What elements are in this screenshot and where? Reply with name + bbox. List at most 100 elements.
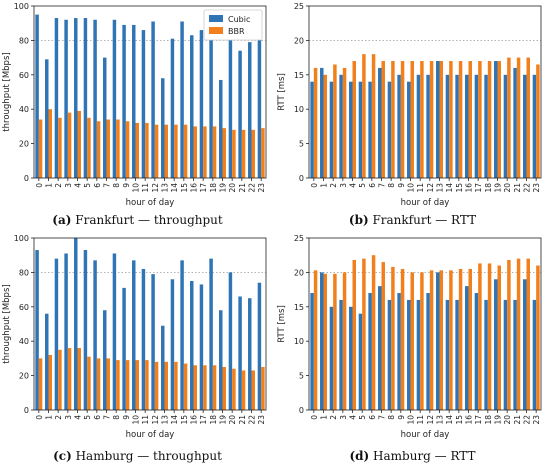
caption-text: Frankfurt — throughput: [75, 213, 223, 227]
y-tick-label: 15: [294, 71, 304, 80]
bar-bbr-h17: [478, 61, 482, 178]
bar-bbr-h20: [507, 260, 511, 410]
x-tick-label: 0: [310, 183, 319, 188]
bar-cubic-h18: [209, 258, 213, 410]
x-tick-label: 12: [151, 415, 160, 425]
y-tick-label: 20: [294, 36, 304, 45]
x-tick-label: 23: [257, 183, 266, 193]
bar-bbr-h12: [429, 270, 434, 410]
x-tick-label: 18: [484, 183, 493, 193]
bar-bbr-h9: [400, 268, 405, 410]
chart-frankfurt-throughput: 0 20 40 60 80 100 0 1 2 3 4 5 6 7 8 9 10 11 12 13 14 15 16 17 18…: [0, 0, 275, 210]
x-tick-label: 16: [190, 183, 199, 193]
bar-cubic-h13: [436, 61, 440, 178]
x-tick-label: 14: [445, 415, 454, 425]
bar-bbr-h10: [410, 61, 414, 178]
x-tick-label: 11: [416, 415, 425, 425]
bar-cubic-h15: [455, 74, 459, 178]
x-tick-label: 5: [83, 415, 92, 420]
bar-cubic-h13: [161, 325, 165, 410]
bar-cubic-h15: [455, 299, 459, 410]
bar-cubic-h17: [474, 293, 479, 410]
x-tick-label: 3: [339, 183, 348, 188]
bar-cubic-h13: [161, 78, 165, 178]
bar-bbr-h16: [193, 126, 197, 178]
bar-bbr-h1: [323, 74, 327, 178]
bar-cubic-h9: [397, 293, 401, 410]
bar-bbr-h2: [58, 117, 62, 178]
bar-cubic-h7: [103, 310, 107, 410]
bar-cubic-h16: [465, 286, 469, 410]
bar-bbr-h12: [154, 361, 159, 410]
x-tick-label: 7: [103, 183, 112, 188]
bar-bbr-h16: [193, 365, 197, 410]
bar-cubic-h1: [320, 272, 324, 410]
bar-cubic-h0: [35, 250, 39, 410]
x-tick-label: 16: [465, 183, 474, 193]
bar-cubic-h23: [257, 36, 262, 179]
bar-cubic-h5: [83, 250, 88, 410]
y-tick-label: 10: [294, 105, 304, 114]
bar-bbr-h8: [116, 360, 120, 410]
caption-letter: (a): [52, 213, 72, 227]
y-tick-label: 20: [19, 140, 29, 149]
x-tick-label: 18: [209, 183, 218, 193]
bar-bbr-h1: [48, 109, 52, 178]
bar-bbr-h23: [261, 367, 265, 410]
x-tick-label: 20: [503, 415, 512, 425]
x-tick-label: 6: [368, 415, 377, 420]
y-tick-label: 100: [14, 234, 29, 243]
x-tick-label: 6: [368, 183, 377, 188]
bar-bbr-h6: [371, 54, 376, 178]
x-tick-label: 21: [238, 183, 247, 193]
bar-cubic-h19: [219, 310, 223, 410]
x-tick-label: 20: [228, 183, 237, 193]
bar-cubic-h8: [387, 299, 392, 410]
bar-bbr-h1: [323, 273, 327, 410]
y-tick-label: 40: [19, 337, 29, 346]
caption-letter: (c): [53, 449, 72, 463]
bar-bbr-h7: [381, 61, 385, 178]
bar-cubic-h23: [532, 74, 537, 178]
x-tick-label: 21: [513, 183, 522, 193]
bar-cubic-h7: [103, 57, 107, 178]
y-tick-label: 25: [294, 2, 304, 11]
x-tick-label: 20: [503, 183, 512, 193]
bar-bbr-h21: [516, 258, 521, 410]
bar-cubic-h17: [199, 284, 204, 410]
bar-bbr-h22: [526, 258, 530, 410]
bar-bbr-h8: [391, 266, 395, 410]
x-tick-label: 13: [161, 415, 170, 425]
bar-bbr-h16: [468, 268, 472, 410]
bar-bbr-h17: [203, 126, 207, 178]
bar-bbr-h11: [145, 360, 149, 410]
x-tick-label: 8: [387, 183, 396, 188]
y-tick-label: 5: [299, 372, 304, 381]
y-tick-label: 80: [19, 36, 29, 45]
bar-cubic-h3: [64, 19, 68, 179]
bar-cubic-h3: [64, 253, 68, 410]
bar-cubic-h11: [416, 74, 421, 178]
bar-bbr-h15: [183, 124, 188, 178]
bar-bbr-h9: [400, 61, 405, 178]
x-tick-label: 5: [358, 183, 367, 188]
plot-frame: [308, 5, 542, 179]
bar-bbr-h10: [135, 122, 139, 178]
bar-bbr-h18: [212, 365, 217, 410]
bar-cubic-h9: [122, 287, 126, 410]
bar-bbr-h13: [439, 270, 443, 410]
bar-bbr-h23: [261, 128, 265, 178]
caption-letter: (d): [349, 449, 370, 463]
bar-cubic-h20: [228, 272, 233, 410]
bar-cubic-h12: [151, 274, 155, 410]
x-tick-label: 0: [310, 415, 319, 420]
y-axis-label: RTT [ms]: [277, 73, 287, 111]
caption-text: Hamburg — throughput: [75, 449, 222, 463]
bar-cubic-h21: [238, 50, 242, 178]
bar-bbr-h5: [362, 258, 366, 410]
caption-letter: (b): [348, 213, 369, 227]
y-axis-label: throughput [Mbps]: [2, 284, 12, 363]
bar-cubic-h16: [190, 281, 194, 410]
x-tick-label: 4: [349, 183, 358, 188]
bar-bbr-h19: [497, 61, 501, 178]
